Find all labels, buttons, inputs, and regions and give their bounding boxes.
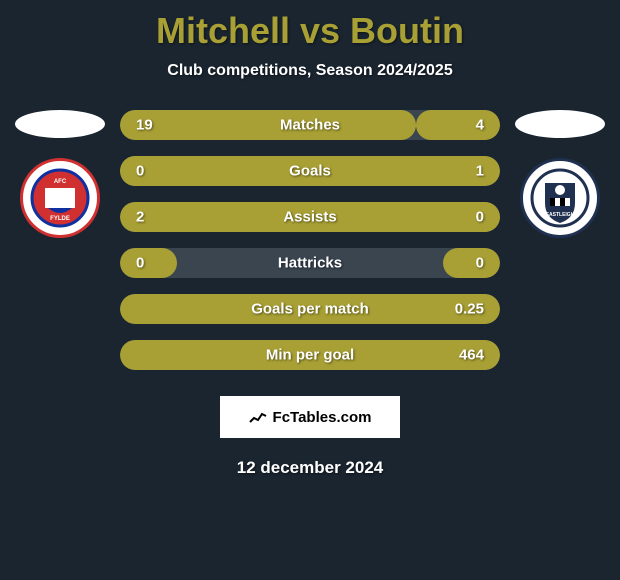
fylde-crest-icon: AFC FYLDE	[30, 168, 90, 228]
bar-label: Min per goal	[266, 347, 354, 364]
svg-text:EASTLEIGH: EASTLEIGH	[546, 212, 575, 218]
bar-goals-per-match: Goals per match 0.25	[120, 294, 500, 324]
bar-value-right: 1	[476, 163, 484, 180]
bar-fill-right	[443, 202, 500, 232]
bar-value-right: 464	[459, 347, 484, 364]
svg-text:AFC: AFC	[54, 179, 67, 185]
brand-badge: FcTables.com	[220, 396, 400, 438]
bar-fill-right	[443, 248, 500, 278]
right-ellipse	[515, 110, 605, 138]
bar-fill-left	[120, 110, 416, 140]
bar-value-right: 0	[476, 209, 484, 226]
page-title: Mitchell vs Boutin	[0, 10, 620, 52]
bar-label: Goals	[289, 163, 331, 180]
bar-goals: 0 Goals 1	[120, 156, 500, 186]
bar-label: Assists	[283, 209, 336, 226]
right-badge-column: EASTLEIGH	[510, 110, 610, 238]
page-subtitle: Club competitions, Season 2024/2025	[0, 62, 620, 80]
bar-fill-right	[416, 110, 500, 140]
bar-hattricks: 0 Hattricks 0	[120, 248, 500, 278]
bar-value-right: 4	[476, 117, 484, 134]
bar-value-left: 0	[136, 255, 144, 272]
bar-label: Hattricks	[278, 255, 342, 272]
comparison-container: Mitchell vs Boutin Club competitions, Se…	[0, 0, 620, 478]
chart-icon	[249, 410, 267, 424]
bar-label: Matches	[280, 117, 340, 134]
bar-value-left: 0	[136, 163, 144, 180]
bar-value-right: 0	[476, 255, 484, 272]
bar-value-left: 19	[136, 117, 153, 134]
bar-label: Goals per match	[251, 301, 369, 318]
footer-date: 12 december 2024	[0, 458, 620, 478]
bar-min-per-goal: Min per goal 464	[120, 340, 500, 370]
content-row: AFC FYLDE 19 Matches 4 0 Goals 1	[0, 110, 620, 386]
bar-value-left: 2	[136, 209, 144, 226]
bar-matches: 19 Matches 4	[120, 110, 500, 140]
bar-fill-left	[120, 248, 177, 278]
bar-value-right: 0.25	[455, 301, 484, 318]
stats-bars: 19 Matches 4 0 Goals 1 2 Assists 0	[120, 110, 500, 386]
left-ellipse	[15, 110, 105, 138]
bar-assists: 2 Assists 0	[120, 202, 500, 232]
eastleigh-crest-icon: EASTLEIGH	[530, 168, 590, 228]
svg-text:FYLDE: FYLDE	[50, 216, 70, 222]
left-badge-column: AFC FYLDE	[10, 110, 110, 238]
left-team-badge: AFC FYLDE	[20, 158, 100, 238]
right-team-badge: EASTLEIGH	[520, 158, 600, 238]
brand-text: FcTables.com	[273, 409, 372, 426]
